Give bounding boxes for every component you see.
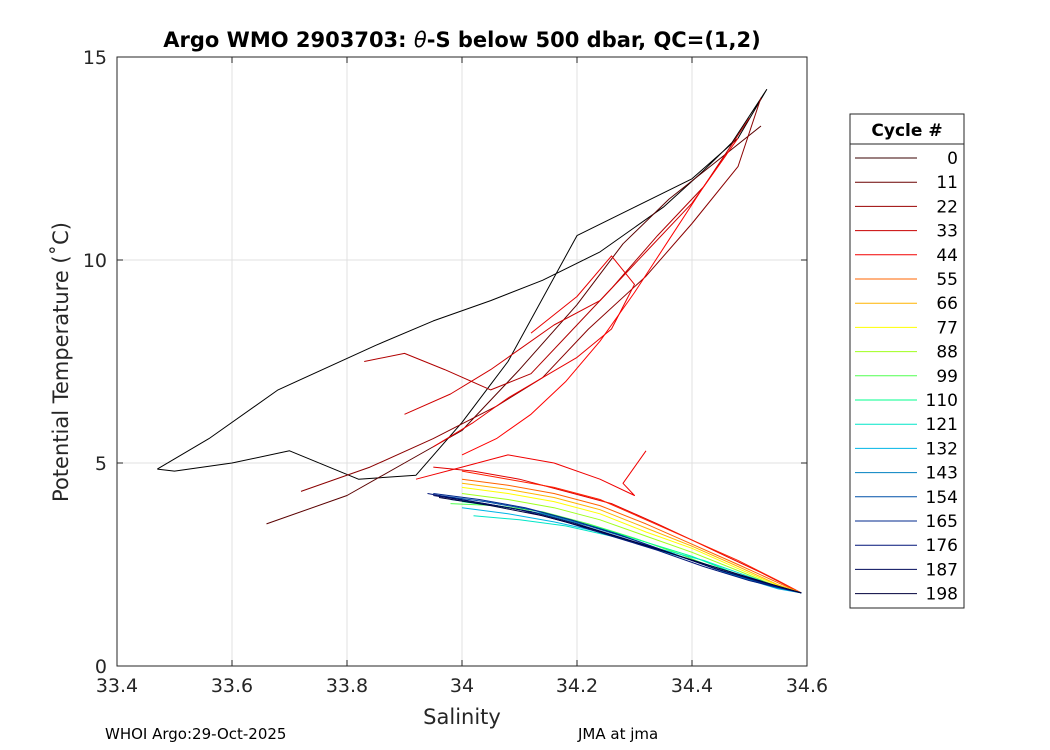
axis-ticks: 33.4 33.6 33.8 34 34.2 34.4 34.6 0 5 10 15	[83, 47, 828, 697]
x-tick-label: 33.4	[96, 675, 138, 697]
series-line-cycle-198	[438, 497, 802, 594]
legend-entries: 0 11 22 33 44 55 66 77 88 99 110 121 132 143 154 165 176…	[855, 149, 958, 605]
series-line-cycle-2	[266, 125, 762, 525]
legend-label: 132	[926, 439, 958, 459]
series-line-cycle-40	[461, 470, 802, 594]
title-suffix: -S below 500 dbar, QC=(1,2)	[427, 28, 761, 52]
footer-institution: JMA at jma	[578, 725, 659, 743]
footer-source: WHOI Argo:29-Oct-2025	[105, 725, 287, 743]
legend-label: 88	[936, 343, 958, 363]
chart-title: Argo WMO 2903703: θ-S below 500 dbar, QC…	[163, 28, 760, 52]
series-line-cycle-66	[461, 482, 802, 594]
x-tick-label: 34	[450, 675, 474, 697]
legend-label: 33	[936, 222, 958, 242]
y-tick-label: 10	[83, 250, 107, 272]
legend-box	[849, 113, 965, 609]
series-line-cycle-77	[461, 486, 802, 594]
y-axis-label: Potential Temperature (˚C)	[49, 222, 73, 502]
series-lines	[157, 89, 802, 594]
legend-label: 66	[936, 294, 958, 314]
x-tick-label: 33.8	[326, 675, 368, 697]
series-line-cycle-55	[461, 478, 802, 594]
legend-label: 55	[936, 270, 958, 290]
series-line-cycle-8	[364, 117, 750, 391]
x-tick-label: 34.6	[786, 675, 828, 697]
legend: Cycle # 0 11 22 33 44 55 66 77 88 99 110 121 132 143 1…	[849, 113, 965, 609]
legend-label: 44	[936, 246, 958, 266]
series-line-cycle-24	[415, 450, 647, 496]
series-line-cycle-12	[404, 154, 727, 415]
x-tick-label: 33.6	[211, 675, 253, 697]
legend-label: 143	[926, 464, 958, 484]
x-axis-label: Salinity	[423, 705, 501, 729]
y-tick-label: 15	[83, 47, 107, 69]
legend-label: 0	[947, 149, 958, 169]
legend-label: 176	[926, 536, 958, 556]
legend-label: 22	[936, 197, 958, 217]
legend-label: 154	[926, 488, 958, 508]
x-tick-label: 34.4	[671, 675, 713, 697]
y-tick-label: 5	[95, 453, 107, 475]
legend-label: 187	[926, 560, 958, 580]
legend-title: Cycle #	[871, 121, 942, 141]
series-line-cycle-30	[433, 466, 802, 594]
series-line-cycle-88	[461, 493, 802, 594]
series-line-cycle-187	[433, 495, 802, 594]
legend-label: 99	[936, 367, 958, 387]
series-line-cycle-5	[300, 97, 762, 492]
title-prefix: Argo WMO 2903703:	[163, 28, 414, 52]
x-tick-label: 34.2	[556, 675, 598, 697]
series-line-cycle-20	[461, 137, 739, 456]
title-theta: θ	[414, 28, 427, 52]
legend-label: 11	[936, 173, 958, 193]
legend-label: 165	[926, 512, 958, 532]
y-tick-label: 0	[95, 656, 107, 678]
legend-label: 110	[926, 391, 958, 411]
series-line-cycle-16	[433, 255, 635, 448]
legend-label: 198	[926, 585, 958, 605]
legend-label: 77	[936, 318, 958, 338]
series-line-cycle-0	[157, 89, 768, 480]
legend-label: 121	[926, 415, 958, 435]
